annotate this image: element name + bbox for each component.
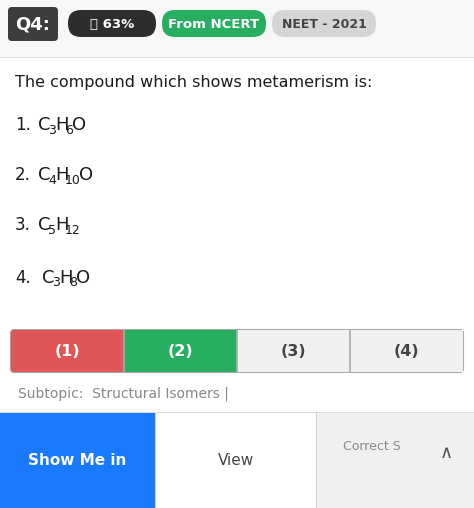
FancyBboxPatch shape [162, 10, 266, 37]
Text: C: C [42, 269, 55, 287]
Text: 1.: 1. [15, 116, 31, 134]
Bar [0, 413, 155, 508]
Text: H: H [55, 216, 69, 234]
Bar [124, 330, 237, 372]
Text: C: C [38, 216, 51, 234]
Text: Show Me in: Show Me in [28, 453, 127, 468]
Text: 4.: 4. [15, 269, 31, 287]
Bar [350, 330, 463, 372]
Text: ∧: ∧ [439, 444, 452, 462]
Text: View: View [218, 453, 254, 468]
Text: 5: 5 [48, 224, 56, 237]
Text: 6: 6 [65, 123, 73, 137]
Text: 2.: 2. [15, 166, 31, 184]
FancyBboxPatch shape [68, 10, 156, 37]
Bar [156, 413, 316, 508]
FancyBboxPatch shape [11, 330, 124, 372]
Text: Correct S: Correct S [343, 440, 401, 453]
Bar [317, 413, 474, 508]
Text: O: O [79, 166, 93, 184]
Bar [0, 412, 474, 413]
FancyBboxPatch shape [11, 330, 463, 372]
Text: H: H [55, 116, 69, 134]
Text: Subtopic:  Structural Isomers |: Subtopic: Structural Isomers | [18, 387, 229, 401]
FancyBboxPatch shape [272, 10, 376, 37]
Text: 8: 8 [69, 276, 77, 290]
Text: C: C [38, 116, 51, 134]
Bar [0, 57, 474, 58]
Text: (2): (2) [168, 343, 193, 359]
Text: (1): (1) [55, 343, 80, 359]
Text: (4): (4) [394, 343, 419, 359]
FancyBboxPatch shape [8, 7, 58, 41]
Text: 👍 63%: 👍 63% [90, 17, 134, 30]
Text: O: O [76, 269, 90, 287]
Text: O: O [72, 116, 86, 134]
Text: 3: 3 [52, 276, 60, 290]
Text: 12: 12 [65, 224, 81, 237]
Text: 3.: 3. [15, 216, 31, 234]
Text: 3: 3 [48, 123, 56, 137]
Text: NEET - 2021: NEET - 2021 [282, 17, 366, 30]
Text: H: H [55, 166, 69, 184]
Text: (3): (3) [281, 343, 306, 359]
Text: 4: 4 [48, 174, 56, 186]
Bar [316, 413, 317, 508]
Bar [0, 0, 474, 58]
Text: The compound which shows metamerism is:: The compound which shows metamerism is: [15, 75, 373, 89]
Text: 10: 10 [65, 174, 81, 186]
Text: From NCERT: From NCERT [168, 17, 260, 30]
Text: H: H [59, 269, 73, 287]
Text: Q4:: Q4: [16, 15, 50, 33]
Bar [155, 413, 156, 508]
Bar [237, 330, 350, 372]
Text: C: C [38, 166, 51, 184]
